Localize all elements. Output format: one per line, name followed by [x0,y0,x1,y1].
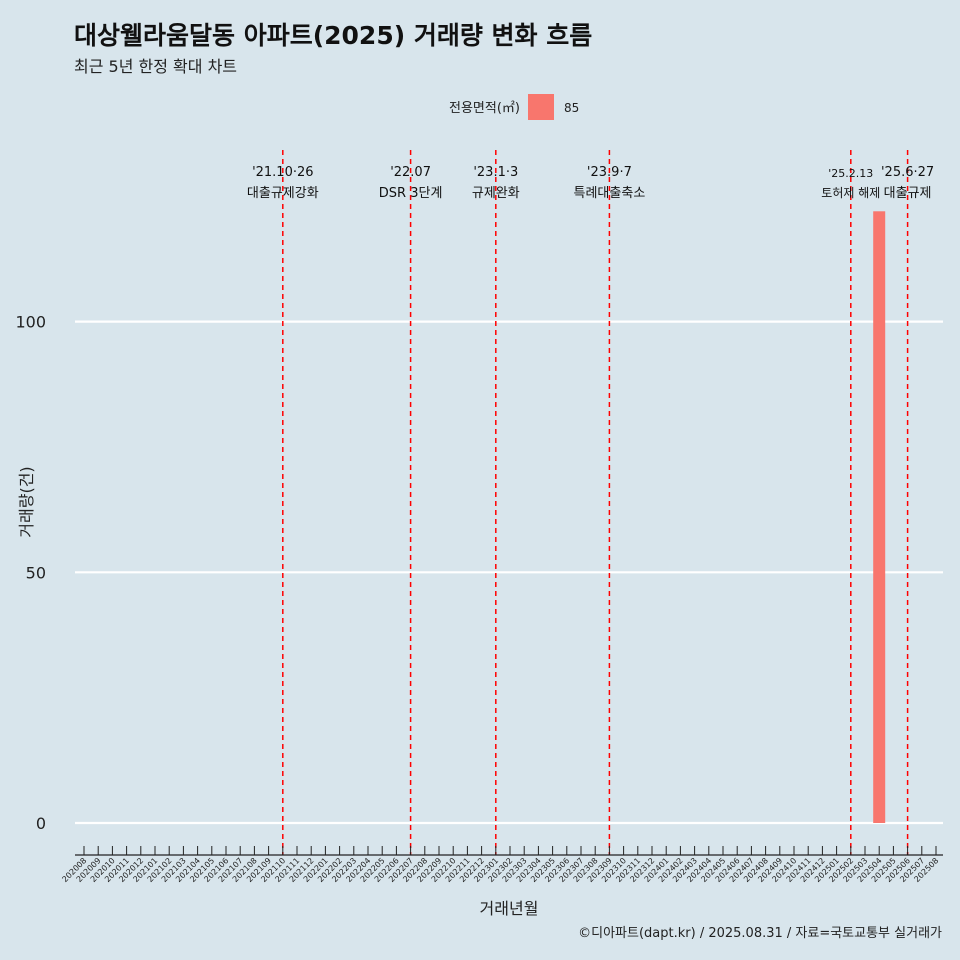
annotation-label-202110: 대출규제강화 [247,186,319,201]
legend-label-85: 85 [564,101,579,115]
annotation-label-202502: 토허제 해제 [821,186,880,200]
gridlines [75,320,943,825]
bars [873,211,886,824]
y-tick-label-100: 100 [15,313,46,332]
x-axis: 2020082020092020102020112020122021012021… [60,846,943,884]
chart-subtitle: 최근 5년 한정 확대 차트 [74,57,238,76]
legend: 전용면적(㎡) 85 [449,94,579,120]
annotation-label-202506: 대출규제 [884,186,932,201]
y-tick-label-0: 0 [36,814,46,833]
annotation-label-202309: 특례대출축소 [574,186,646,201]
annotation-date-202110: '21.10·26 [252,165,313,180]
annotation-date-202506: '25.6·27 [881,165,934,180]
annotation-date-202301: '23.1·3 [473,165,518,180]
y-axis: 0 50 100 [15,313,46,833]
annotation-date-202502: '25.2.13 [828,167,873,180]
annotation-label-202301: 규제완화 [472,186,520,201]
legend-title: 전용면적(㎡) [449,101,520,116]
chart-title: 대상웰라움달동 아파트(2025) 거래량 변화 흐름 [74,21,593,50]
y-tick-label-50: 50 [26,563,46,582]
annotation-date-202207: '22.07 [390,165,431,180]
annotations: '21.10·26 대출규제강화 '22.07 DSR 3단계 '23.1·3 규제완화 '… [247,150,934,855]
x-axis-label: 거래년월 [480,899,539,918]
legend-swatch-85 [528,94,554,120]
annotation-date-202309: '23.9·7 [587,165,632,180]
annotation-label-202207: DSR 3단계 [379,186,443,201]
y-axis-label: 거래량(건) [17,466,36,537]
caption: ©디아파트(dapt.kr) / 2025.08.31 / 자료=국토교통부 실… [578,926,942,941]
bar-202504 [873,211,886,824]
